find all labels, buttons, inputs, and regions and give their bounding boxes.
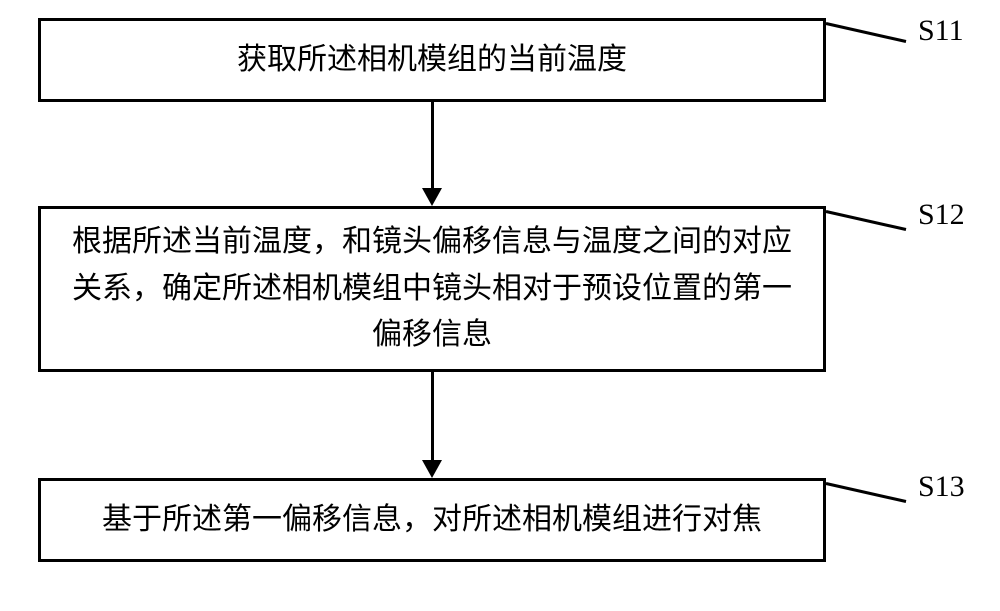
flow-label-s13: S13: [918, 470, 965, 504]
leader-line-s11: [826, 22, 907, 43]
leader-line-s13: [826, 482, 907, 503]
flow-label-s12: S12: [918, 198, 965, 232]
arrow-line-s12-s13: [431, 372, 434, 460]
flow-node-s12: 根据所述当前温度，和镜头偏移信息与温度之间的对应关系，确定所述相机模组中镜头相对…: [38, 206, 826, 372]
flow-node-text-s11: 获取所述相机模组的当前温度: [237, 37, 627, 84]
flow-node-s11: 获取所述相机模组的当前温度: [38, 18, 826, 102]
flow-node-s13: 基于所述第一偏移信息，对所述相机模组进行对焦: [38, 478, 826, 562]
flow-label-s11: S11: [918, 14, 964, 48]
arrow-head-s11-s12: [422, 188, 442, 206]
arrow-line-s11-s12: [431, 102, 434, 188]
leader-line-s12: [826, 210, 907, 231]
arrow-head-s12-s13: [422, 460, 442, 478]
flow-node-text-s13: 基于所述第一偏移信息，对所述相机模组进行对焦: [102, 497, 762, 544]
flow-node-text-s12: 根据所述当前温度，和镜头偏移信息与温度之间的对应关系，确定所述相机模组中镜头相对…: [69, 219, 795, 359]
